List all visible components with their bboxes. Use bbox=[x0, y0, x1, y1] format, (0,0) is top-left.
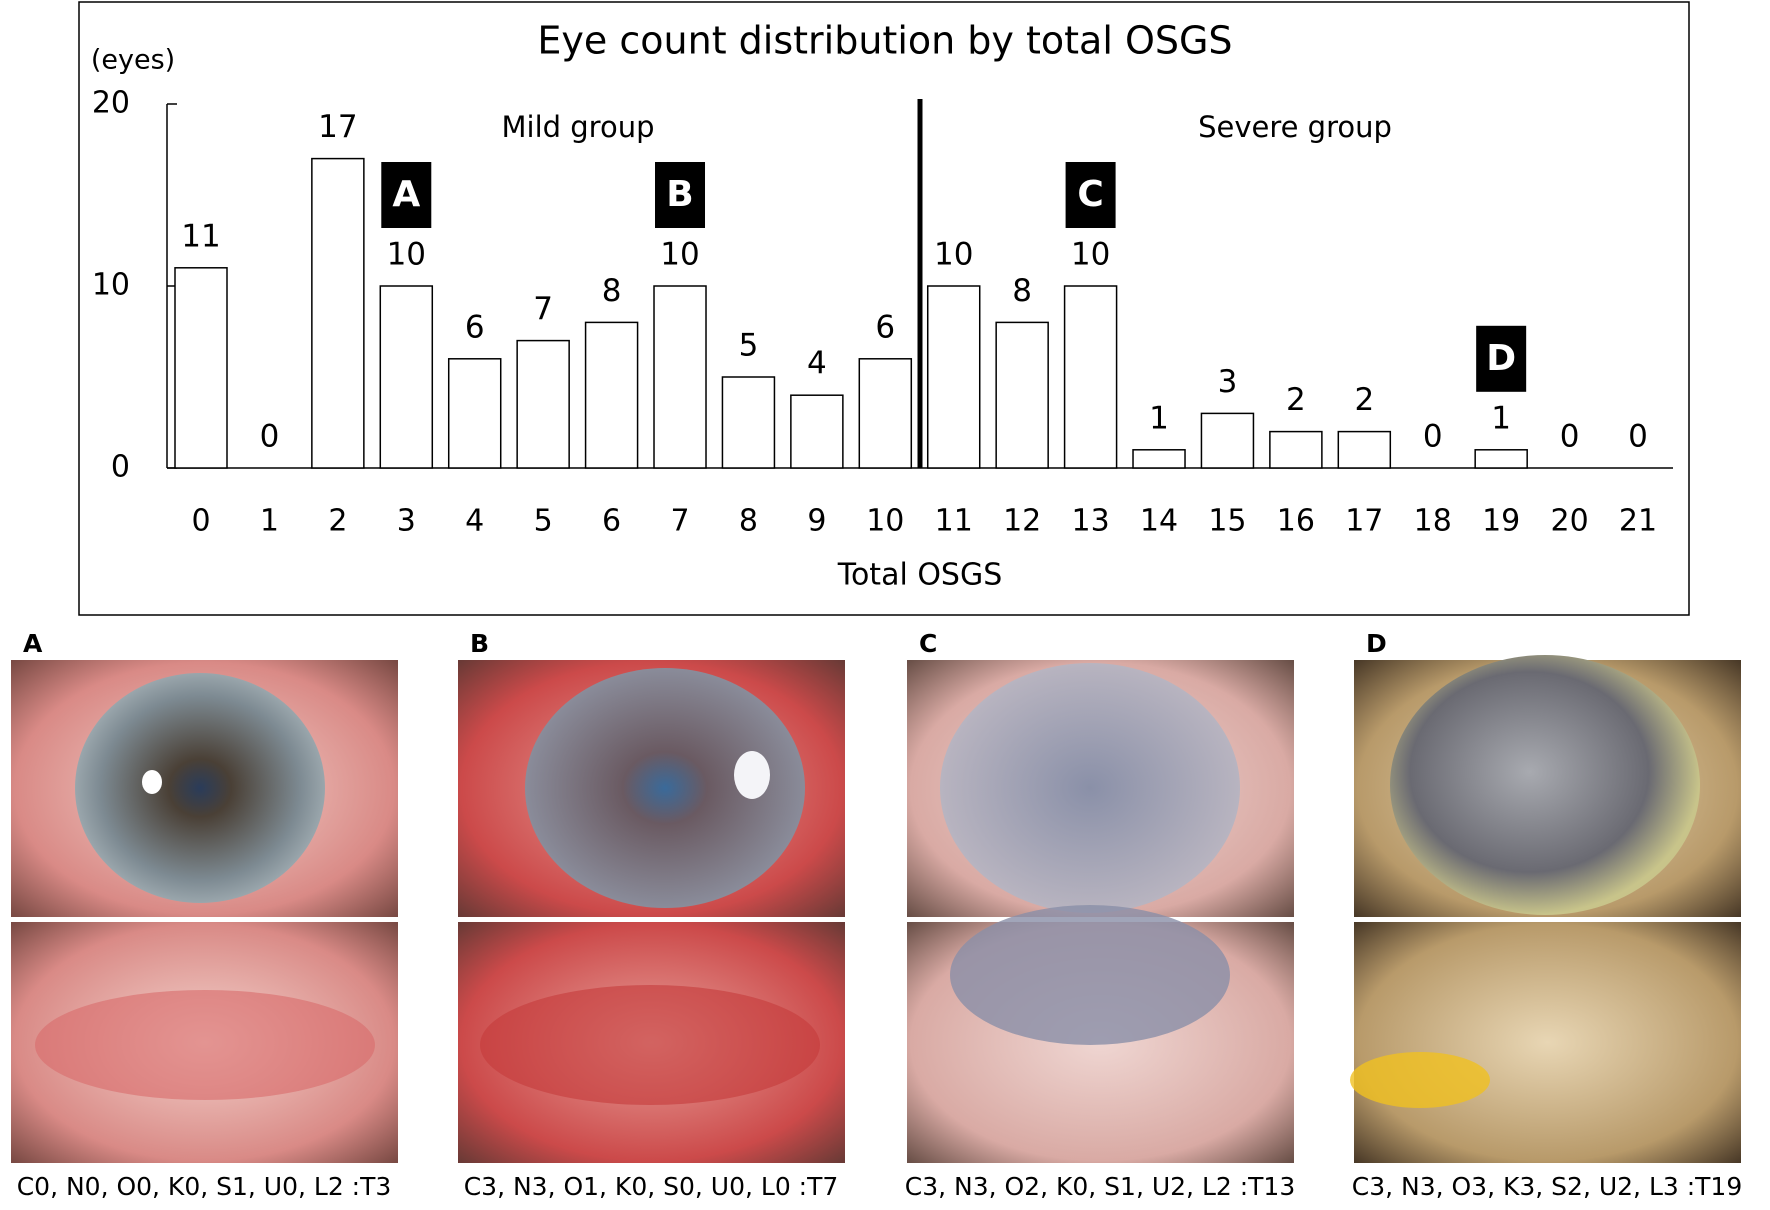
panel-caption: C0, N0, O0, K0, S1, U0, L2 :T3 bbox=[17, 1172, 392, 1201]
data-label: 0 bbox=[1560, 419, 1580, 455]
panel-label: D bbox=[1366, 629, 1387, 658]
data-label: 4 bbox=[807, 346, 827, 382]
x-tick-label: 11 bbox=[935, 504, 973, 539]
bar bbox=[1063, 285, 1118, 469]
chart-frame bbox=[78, 1, 1690, 616]
bar bbox=[653, 285, 707, 469]
bar bbox=[174, 267, 228, 469]
data-label: 0 bbox=[260, 419, 280, 455]
bar bbox=[790, 394, 844, 469]
x-tick-label: 18 bbox=[1414, 504, 1452, 539]
bar bbox=[1337, 430, 1392, 469]
panel-caption: C3, N3, O1, K0, S0, U0, L0 :T7 bbox=[464, 1172, 839, 1201]
data-label: 6 bbox=[875, 309, 895, 345]
panel-caption: C3, N3, O3, K3, S2, U2, L3 :T19 bbox=[1352, 1172, 1742, 1201]
data-label: 10 bbox=[660, 237, 699, 273]
data-label: 0 bbox=[1628, 419, 1648, 455]
data-label: 3 bbox=[1218, 364, 1238, 400]
x-tick-label: 19 bbox=[1482, 504, 1520, 539]
data-label: 10 bbox=[1071, 237, 1110, 273]
x-tick-label: 5 bbox=[534, 504, 553, 539]
x-tick-label: 14 bbox=[1140, 504, 1178, 539]
chart-title: Eye count distribution by total OSGS bbox=[537, 19, 1232, 63]
bar bbox=[1200, 412, 1255, 469]
photo-panel bbox=[458, 660, 845, 1163]
photo-panel bbox=[1350, 655, 1741, 1163]
x-tick-label: 4 bbox=[465, 504, 484, 539]
x-tick-label: 21 bbox=[1619, 504, 1657, 539]
x-tick-label: 10 bbox=[866, 504, 904, 539]
bar bbox=[516, 339, 570, 469]
x-tick-label: 17 bbox=[1345, 504, 1383, 539]
data-label: 2 bbox=[1286, 382, 1306, 418]
photo-panel bbox=[907, 660, 1294, 1163]
marker-box bbox=[381, 162, 432, 228]
bar bbox=[926, 285, 981, 469]
bar bbox=[311, 157, 365, 469]
marker-box bbox=[1476, 325, 1527, 392]
bar bbox=[1132, 449, 1186, 469]
x-axis-label: Total OSGS bbox=[837, 558, 1003, 593]
photo-panel bbox=[11, 660, 398, 1163]
x-tick-label: 3 bbox=[397, 504, 416, 539]
x-tick-label: 13 bbox=[1071, 504, 1109, 539]
data-label: 10 bbox=[934, 237, 973, 273]
x-tick-label: 9 bbox=[807, 504, 826, 539]
bar bbox=[858, 358, 913, 469]
x-tick-label: 16 bbox=[1277, 504, 1315, 539]
data-label: 1 bbox=[1149, 400, 1169, 436]
panel-label: A bbox=[23, 629, 43, 658]
bar bbox=[584, 321, 639, 469]
bar bbox=[721, 376, 776, 469]
data-label: 1 bbox=[1491, 400, 1511, 436]
y-tick-label: 10 bbox=[92, 268, 130, 303]
y-tick-label: 0 bbox=[111, 450, 130, 485]
group-label: Mild group bbox=[502, 110, 655, 144]
marker-box bbox=[655, 162, 706, 228]
x-tick-label: 1 bbox=[260, 504, 279, 539]
data-label: 8 bbox=[1012, 273, 1032, 309]
x-tick-label: 2 bbox=[328, 504, 347, 539]
x-tick-label: 20 bbox=[1551, 504, 1589, 539]
marker-label: C bbox=[1077, 174, 1103, 215]
data-label: 8 bbox=[602, 273, 622, 309]
data-label: 0 bbox=[1423, 419, 1443, 455]
data-label: 6 bbox=[465, 309, 485, 345]
bar bbox=[379, 285, 434, 469]
y-axis-label: (eyes) bbox=[91, 45, 175, 76]
marker-label: D bbox=[1486, 338, 1516, 379]
x-tick-label: 8 bbox=[739, 504, 758, 539]
bar bbox=[447, 358, 502, 469]
data-label: 5 bbox=[739, 328, 759, 364]
panel-caption: C3, N3, O2, K0, S1, U2, L2 :T13 bbox=[905, 1172, 1295, 1201]
panel-label: C bbox=[919, 629, 937, 658]
group-label: Severe group bbox=[1198, 110, 1392, 144]
x-tick-label: 6 bbox=[602, 504, 621, 539]
bar bbox=[995, 321, 1049, 469]
bar bbox=[1474, 449, 1528, 469]
data-label: 17 bbox=[318, 109, 357, 145]
marker-label: B bbox=[666, 174, 693, 215]
y-tick-label: 20 bbox=[92, 86, 130, 121]
bar bbox=[1269, 430, 1323, 469]
panel-label: B bbox=[470, 629, 489, 658]
data-label: 10 bbox=[387, 237, 426, 273]
x-tick-label: 15 bbox=[1208, 504, 1246, 539]
x-tick-label: 12 bbox=[1003, 504, 1041, 539]
x-tick-label: 7 bbox=[670, 504, 689, 539]
data-label: 2 bbox=[1354, 382, 1374, 418]
marker-box bbox=[1065, 162, 1116, 228]
data-label: 7 bbox=[533, 291, 553, 327]
x-tick-label: 0 bbox=[191, 504, 210, 539]
data-label: 11 bbox=[181, 218, 220, 254]
marker-label: A bbox=[392, 174, 420, 215]
